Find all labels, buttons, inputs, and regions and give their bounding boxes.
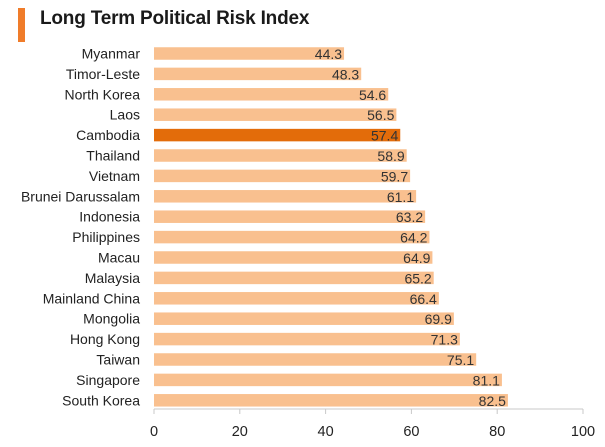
- bar-malaysia: [154, 271, 434, 285]
- category-label-indonesia: Indonesia: [79, 209, 140, 225]
- bar-vietnam: [154, 169, 411, 183]
- title-accent-bar: [18, 8, 25, 42]
- x-tick-label-60: 60: [403, 424, 419, 440]
- bar-philippines: [154, 230, 430, 244]
- category-label-philippines: Philippines: [72, 229, 140, 245]
- value-label-malaysia: 65.2: [404, 270, 431, 286]
- bar-macau: [154, 251, 433, 264]
- value-label-brunei-darussalam: 61.1: [387, 189, 414, 205]
- value-label-laos: 56.5: [367, 107, 394, 123]
- value-label-cambodia: 57.4: [371, 128, 398, 144]
- x-tick-label-40: 40: [318, 424, 334, 440]
- bar-south-korea: [154, 394, 508, 407]
- value-label-taiwan: 75.1: [447, 352, 474, 368]
- bar-myanmar: [154, 47, 345, 60]
- value-label-singapore: 81.1: [473, 372, 500, 388]
- value-label-hong-kong: 71.3: [431, 332, 458, 348]
- bar-timor-leste: [154, 67, 362, 81]
- category-label-cambodia: Cambodia: [76, 127, 140, 143]
- x-tick-label-100: 100: [571, 424, 595, 440]
- value-label-thailand: 58.9: [377, 148, 404, 164]
- category-label-vietnam: Vietnam: [89, 168, 140, 184]
- value-label-myanmar: 44.3: [315, 46, 342, 62]
- value-label-philippines: 64.2: [400, 230, 427, 246]
- bar-indonesia: [154, 210, 426, 223]
- x-tick-label-0: 0: [150, 424, 158, 440]
- category-label-macau: Macau: [98, 250, 140, 266]
- category-label-myanmar: Myanmar: [82, 46, 141, 62]
- x-tick-label-20: 20: [232, 424, 248, 440]
- category-label-laos: Laos: [110, 107, 140, 123]
- value-label-vietnam: 59.7: [381, 168, 408, 184]
- chart-title: Long Term Political Risk Index: [40, 8, 310, 29]
- bar-taiwan: [154, 353, 477, 366]
- category-label-south-korea: South Korea: [62, 392, 140, 408]
- bar-hong-kong: [154, 332, 460, 346]
- bar-laos: [154, 108, 397, 121]
- value-label-mongolia: 69.9: [425, 311, 452, 327]
- bar-cambodia: [154, 128, 401, 142]
- bar-north-korea: [154, 88, 389, 101]
- category-label-hong-kong: Hong Kong: [70, 331, 140, 347]
- value-label-mainland-china: 66.4: [410, 291, 437, 307]
- value-label-timor-leste: 48.3: [332, 66, 359, 82]
- bar-mainland-china: [154, 292, 439, 305]
- category-label-taiwan: Taiwan: [96, 352, 140, 368]
- category-label-singapore: Singapore: [76, 372, 140, 388]
- category-label-north-korea: North Korea: [65, 86, 141, 102]
- bar-singapore: [154, 373, 502, 387]
- category-label-timor-leste: Timor-Leste: [66, 66, 140, 82]
- category-label-mongolia: Mongolia: [83, 311, 140, 327]
- bar-brunei-darussalam: [154, 190, 417, 203]
- bar-mongolia: [154, 312, 454, 325]
- value-label-north-korea: 54.6: [359, 87, 386, 103]
- value-label-indonesia: 63.2: [396, 209, 423, 225]
- bar-thailand: [154, 149, 407, 162]
- category-label-malaysia: Malaysia: [85, 270, 140, 286]
- value-label-macau: 64.9: [403, 250, 430, 266]
- category-label-mainland-china: Mainland China: [43, 290, 140, 306]
- category-label-brunei-darussalam: Brunei Darussalam: [21, 188, 140, 204]
- value-label-south-korea: 82.5: [479, 393, 506, 409]
- x-tick-label-80: 80: [489, 424, 505, 440]
- category-label-thailand: Thailand: [86, 148, 140, 164]
